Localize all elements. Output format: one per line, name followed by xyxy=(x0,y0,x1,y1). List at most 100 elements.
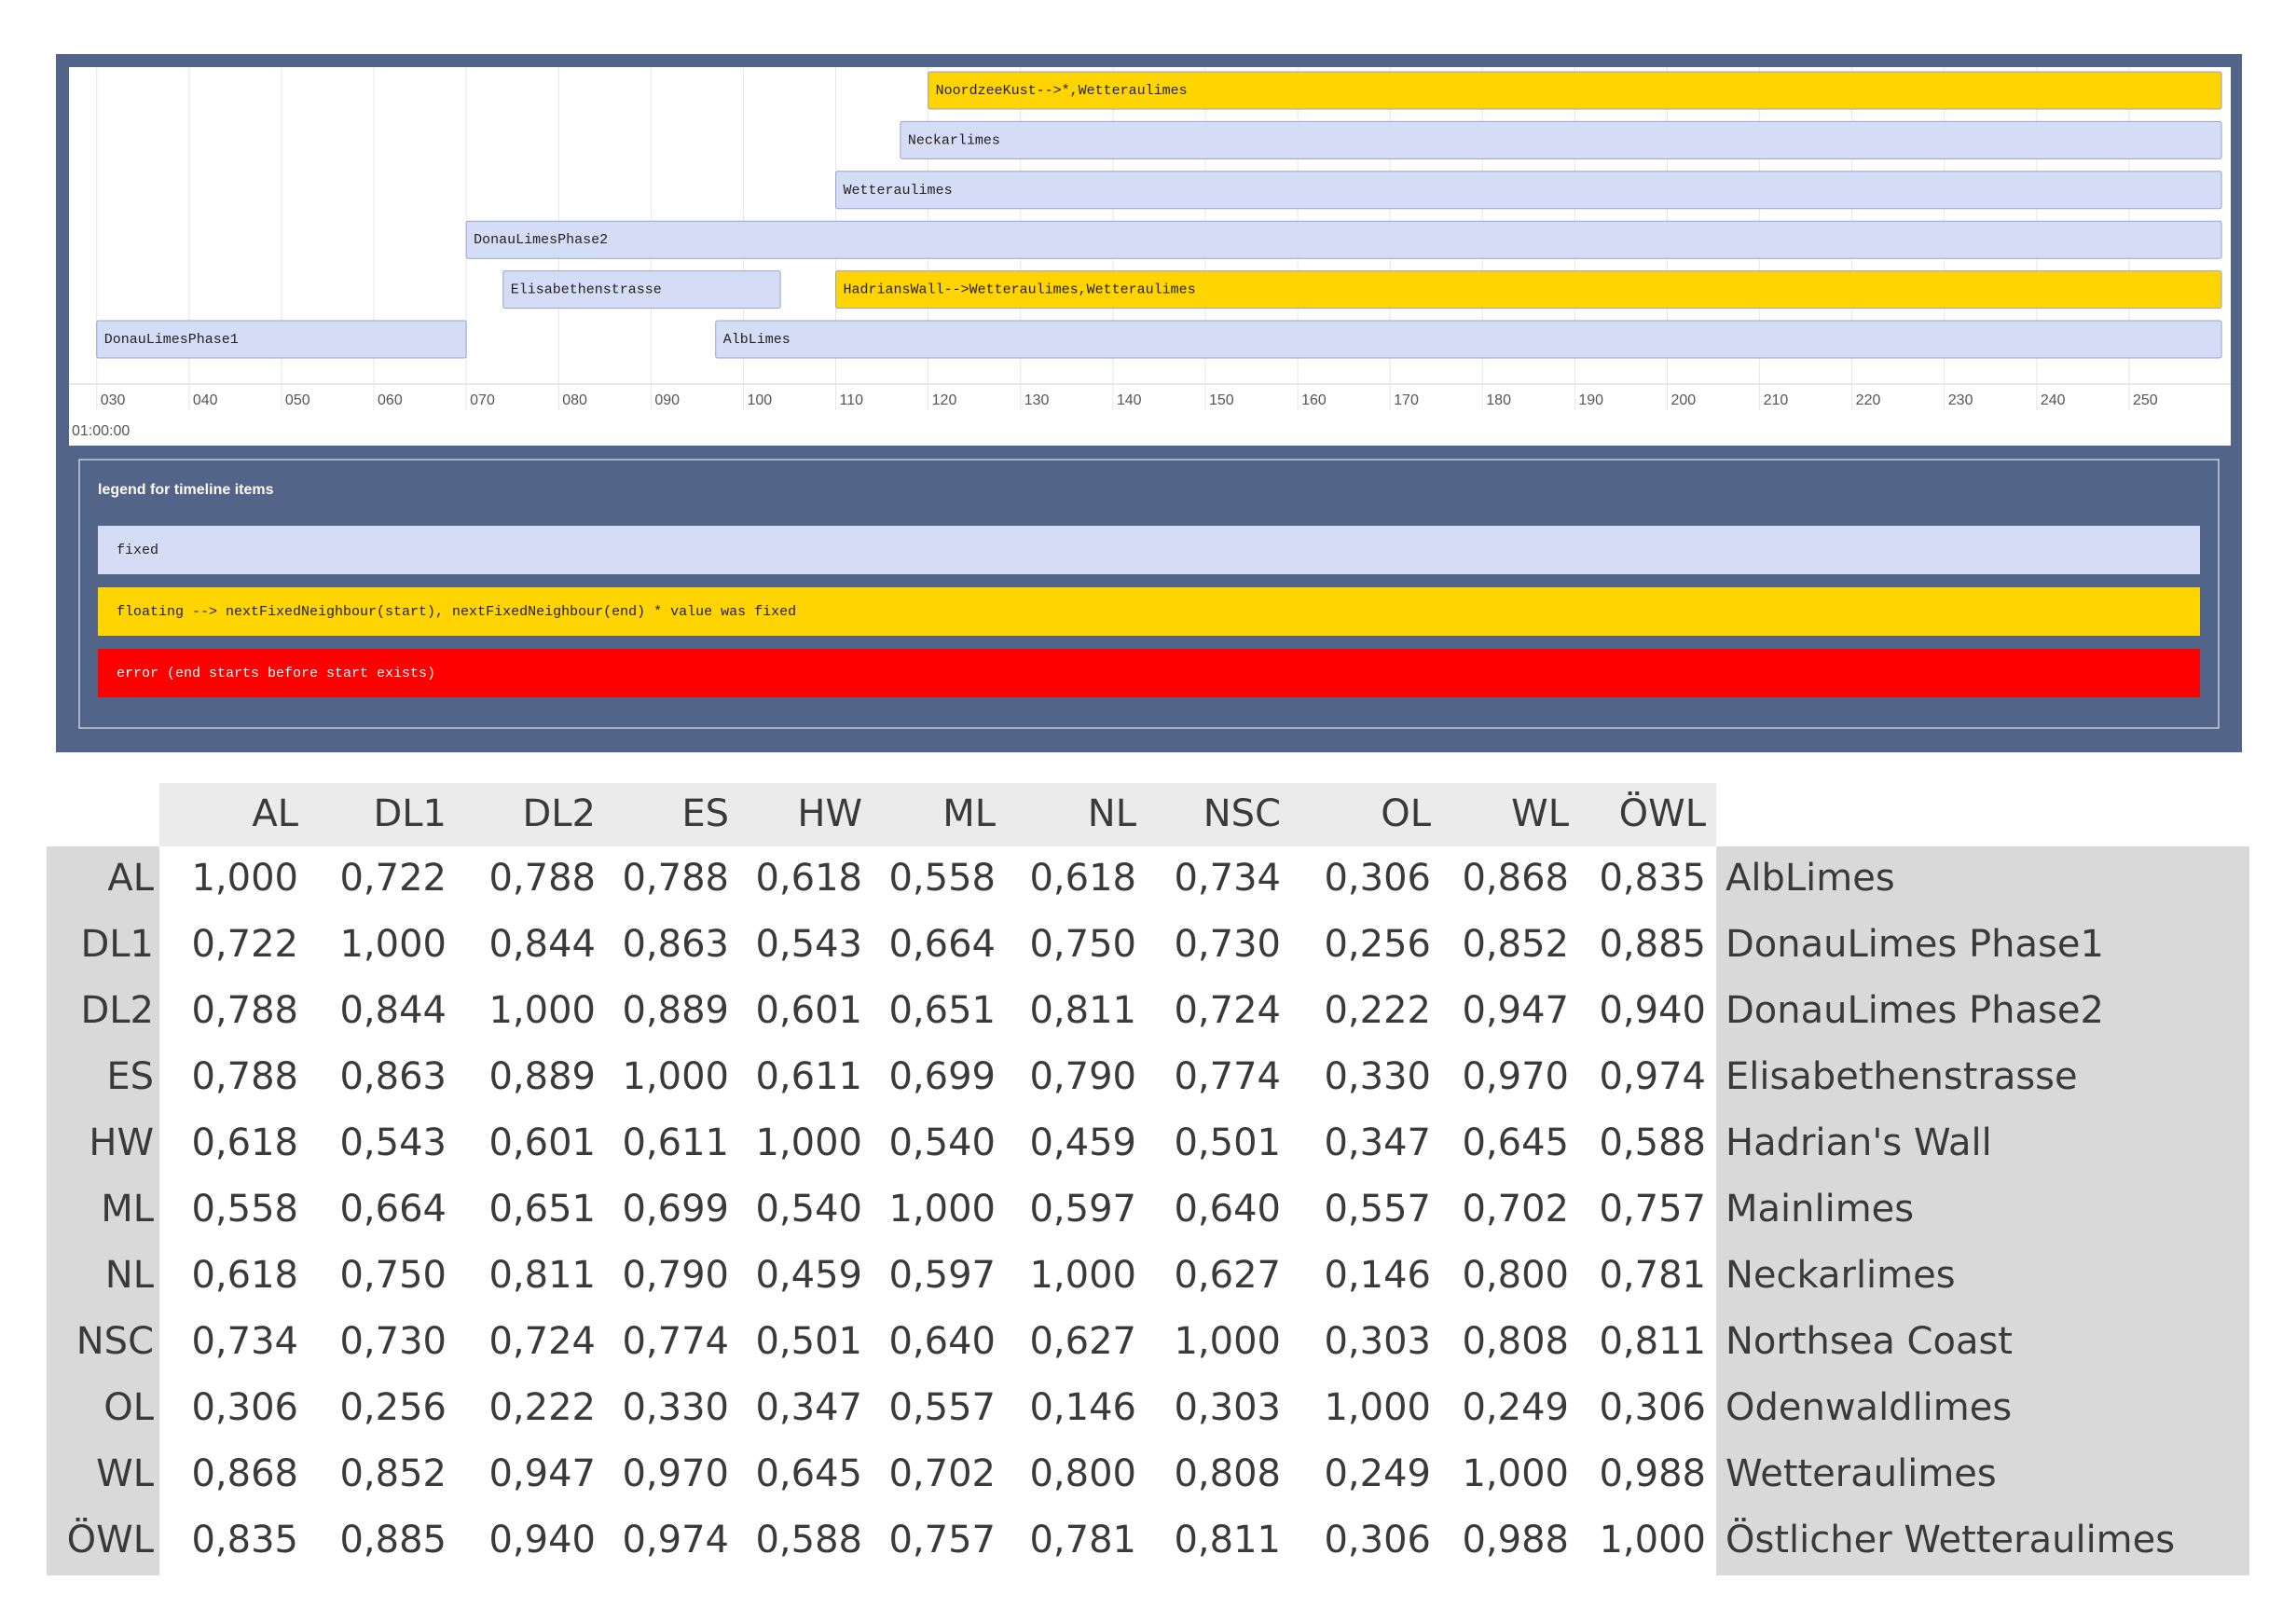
table-cell: 0,940 xyxy=(1599,989,1706,1032)
timeline-item-label: DonauLimesPhase1 xyxy=(104,332,239,348)
table-cell: 1,000 xyxy=(191,857,298,900)
table-cell: 0,501 xyxy=(755,1320,862,1363)
column-header: ML xyxy=(942,792,997,835)
table-cell: 0,303 xyxy=(1174,1386,1281,1429)
table-cell: 0,781 xyxy=(1599,1254,1706,1297)
table-cell: 0,868 xyxy=(1462,857,1569,900)
table-cell: 0,601 xyxy=(755,989,862,1032)
table-cell: 0,699 xyxy=(888,1055,996,1098)
table-cell: 0,852 xyxy=(1462,923,1569,966)
table-cell: 0,557 xyxy=(1324,1188,1431,1231)
tick-label: 200 xyxy=(1670,392,1696,408)
table-cell: 0,722 xyxy=(191,923,298,966)
table-cell: 0,543 xyxy=(755,923,862,966)
table-cell: 0,702 xyxy=(888,1452,996,1495)
table-cell: 0,597 xyxy=(1029,1188,1136,1231)
table-cell: 0,788 xyxy=(191,1055,298,1098)
date-label: 01:00:00 xyxy=(72,423,130,439)
timeline-item-label: DonauLimesPhase2 xyxy=(474,232,608,248)
tick-label: 240 xyxy=(2041,392,2066,408)
table-cell: 1,000 xyxy=(888,1188,996,1231)
table-cell: 0,306 xyxy=(191,1386,298,1429)
tick-label: 130 xyxy=(1024,392,1050,408)
table-cell: 0,970 xyxy=(1462,1055,1569,1098)
legend-label: fixed xyxy=(117,543,158,558)
column-header: NL xyxy=(1088,792,1137,835)
table-cell: 0,988 xyxy=(1462,1519,1569,1561)
table-cell: 0,722 xyxy=(339,857,447,900)
timeline-item[interactable] xyxy=(96,320,467,359)
legend-swatch xyxy=(98,649,2200,697)
timeline-item-label: Wetteraulimes xyxy=(844,183,953,199)
table-cell: 0,835 xyxy=(1599,857,1706,900)
tick-label: 110 xyxy=(840,392,864,408)
timeline-item-label: HadriansWall-->Wetteraulimes,Wetteraulim… xyxy=(844,282,1196,298)
timeline-item[interactable] xyxy=(502,270,781,309)
table-cell: 0,811 xyxy=(1029,989,1136,1032)
column-header: DL1 xyxy=(373,792,447,835)
column-header: ES xyxy=(681,792,729,835)
row-name: DonauLimes Phase1 xyxy=(1725,923,2104,966)
tick-label: 040 xyxy=(193,392,218,408)
timeline-item-label: Neckarlimes xyxy=(908,132,1000,148)
table-cell: 1,000 xyxy=(1599,1519,1706,1561)
table-cell: 0,702 xyxy=(1462,1188,1569,1231)
table-cell: 0,852 xyxy=(339,1452,447,1495)
table-cell: 0,750 xyxy=(339,1254,447,1297)
table-cell: 0,645 xyxy=(755,1452,862,1495)
timeline-item[interactable] xyxy=(928,71,2222,110)
table-cell: 0,757 xyxy=(1599,1188,1706,1231)
tick-label: 080 xyxy=(562,392,587,408)
column-header: WL xyxy=(1511,792,1570,835)
table-cell: 1,000 xyxy=(1174,1320,1281,1363)
table-cell: 0,730 xyxy=(339,1320,447,1363)
row-header: AL xyxy=(107,857,154,900)
column-header: NSC xyxy=(1203,792,1281,835)
row-name: Wetteraulimes xyxy=(1725,1452,1997,1495)
timeline-item[interactable] xyxy=(835,171,2222,210)
row-header: ML xyxy=(101,1188,155,1231)
table-cell: 0,618 xyxy=(191,1254,298,1297)
table-cell: 0,459 xyxy=(755,1254,862,1297)
table-cell: 0,970 xyxy=(622,1452,729,1495)
row-name: DonauLimes Phase2 xyxy=(1725,989,2104,1032)
timeline-item[interactable] xyxy=(900,120,2222,159)
table-cell: 0,724 xyxy=(488,1320,596,1363)
table-cell: 0,459 xyxy=(1029,1121,1136,1164)
tick-label: 050 xyxy=(285,392,310,408)
table-cell: 0,330 xyxy=(1324,1055,1431,1098)
table-cell: 1,000 xyxy=(755,1121,862,1164)
table-cell: 0,790 xyxy=(1029,1055,1136,1098)
table-cell: 0,757 xyxy=(888,1519,996,1561)
table-cell: 0,146 xyxy=(1029,1386,1136,1429)
timeline-item[interactable] xyxy=(715,320,2222,359)
table-cell: 0,256 xyxy=(1324,923,1431,966)
tick-label: 190 xyxy=(1578,392,1603,408)
table-cell: 0,800 xyxy=(1462,1254,1569,1297)
table-cell: 0,543 xyxy=(339,1121,447,1164)
table-cell: 0,601 xyxy=(488,1121,596,1164)
table-cell: 0,347 xyxy=(755,1386,862,1429)
table-cell: 0,889 xyxy=(488,1055,596,1098)
table-cell: 0,347 xyxy=(1324,1121,1431,1164)
legend-box xyxy=(78,459,2220,729)
tick-label: 180 xyxy=(1486,392,1511,408)
table-cell: 0,627 xyxy=(1174,1254,1281,1297)
legend-swatch xyxy=(98,526,2200,574)
tick-label: 150 xyxy=(1209,392,1234,408)
table-cell: 0,974 xyxy=(622,1519,729,1561)
table-cell: 0,863 xyxy=(339,1055,447,1098)
timeline-item[interactable] xyxy=(835,270,2222,309)
tick-label: 170 xyxy=(1394,392,1419,408)
table-cell: 0,664 xyxy=(888,923,996,966)
row-name: Northsea Coast xyxy=(1725,1320,2013,1363)
table-cell: 0,844 xyxy=(339,989,447,1032)
legend-label: error (end starts before start exists) xyxy=(117,666,435,681)
timeline-item[interactable] xyxy=(465,220,2222,259)
legend-label: floating --> nextFixedNeighbour(start), … xyxy=(117,604,796,620)
table-cell: 0,588 xyxy=(1599,1121,1706,1164)
table-cell: 0,730 xyxy=(1174,923,1281,966)
table-cell: 0,540 xyxy=(755,1188,862,1231)
row-name: Östlicher Wetteraulimes xyxy=(1725,1517,2175,1561)
table-cell: 0,947 xyxy=(488,1452,596,1495)
